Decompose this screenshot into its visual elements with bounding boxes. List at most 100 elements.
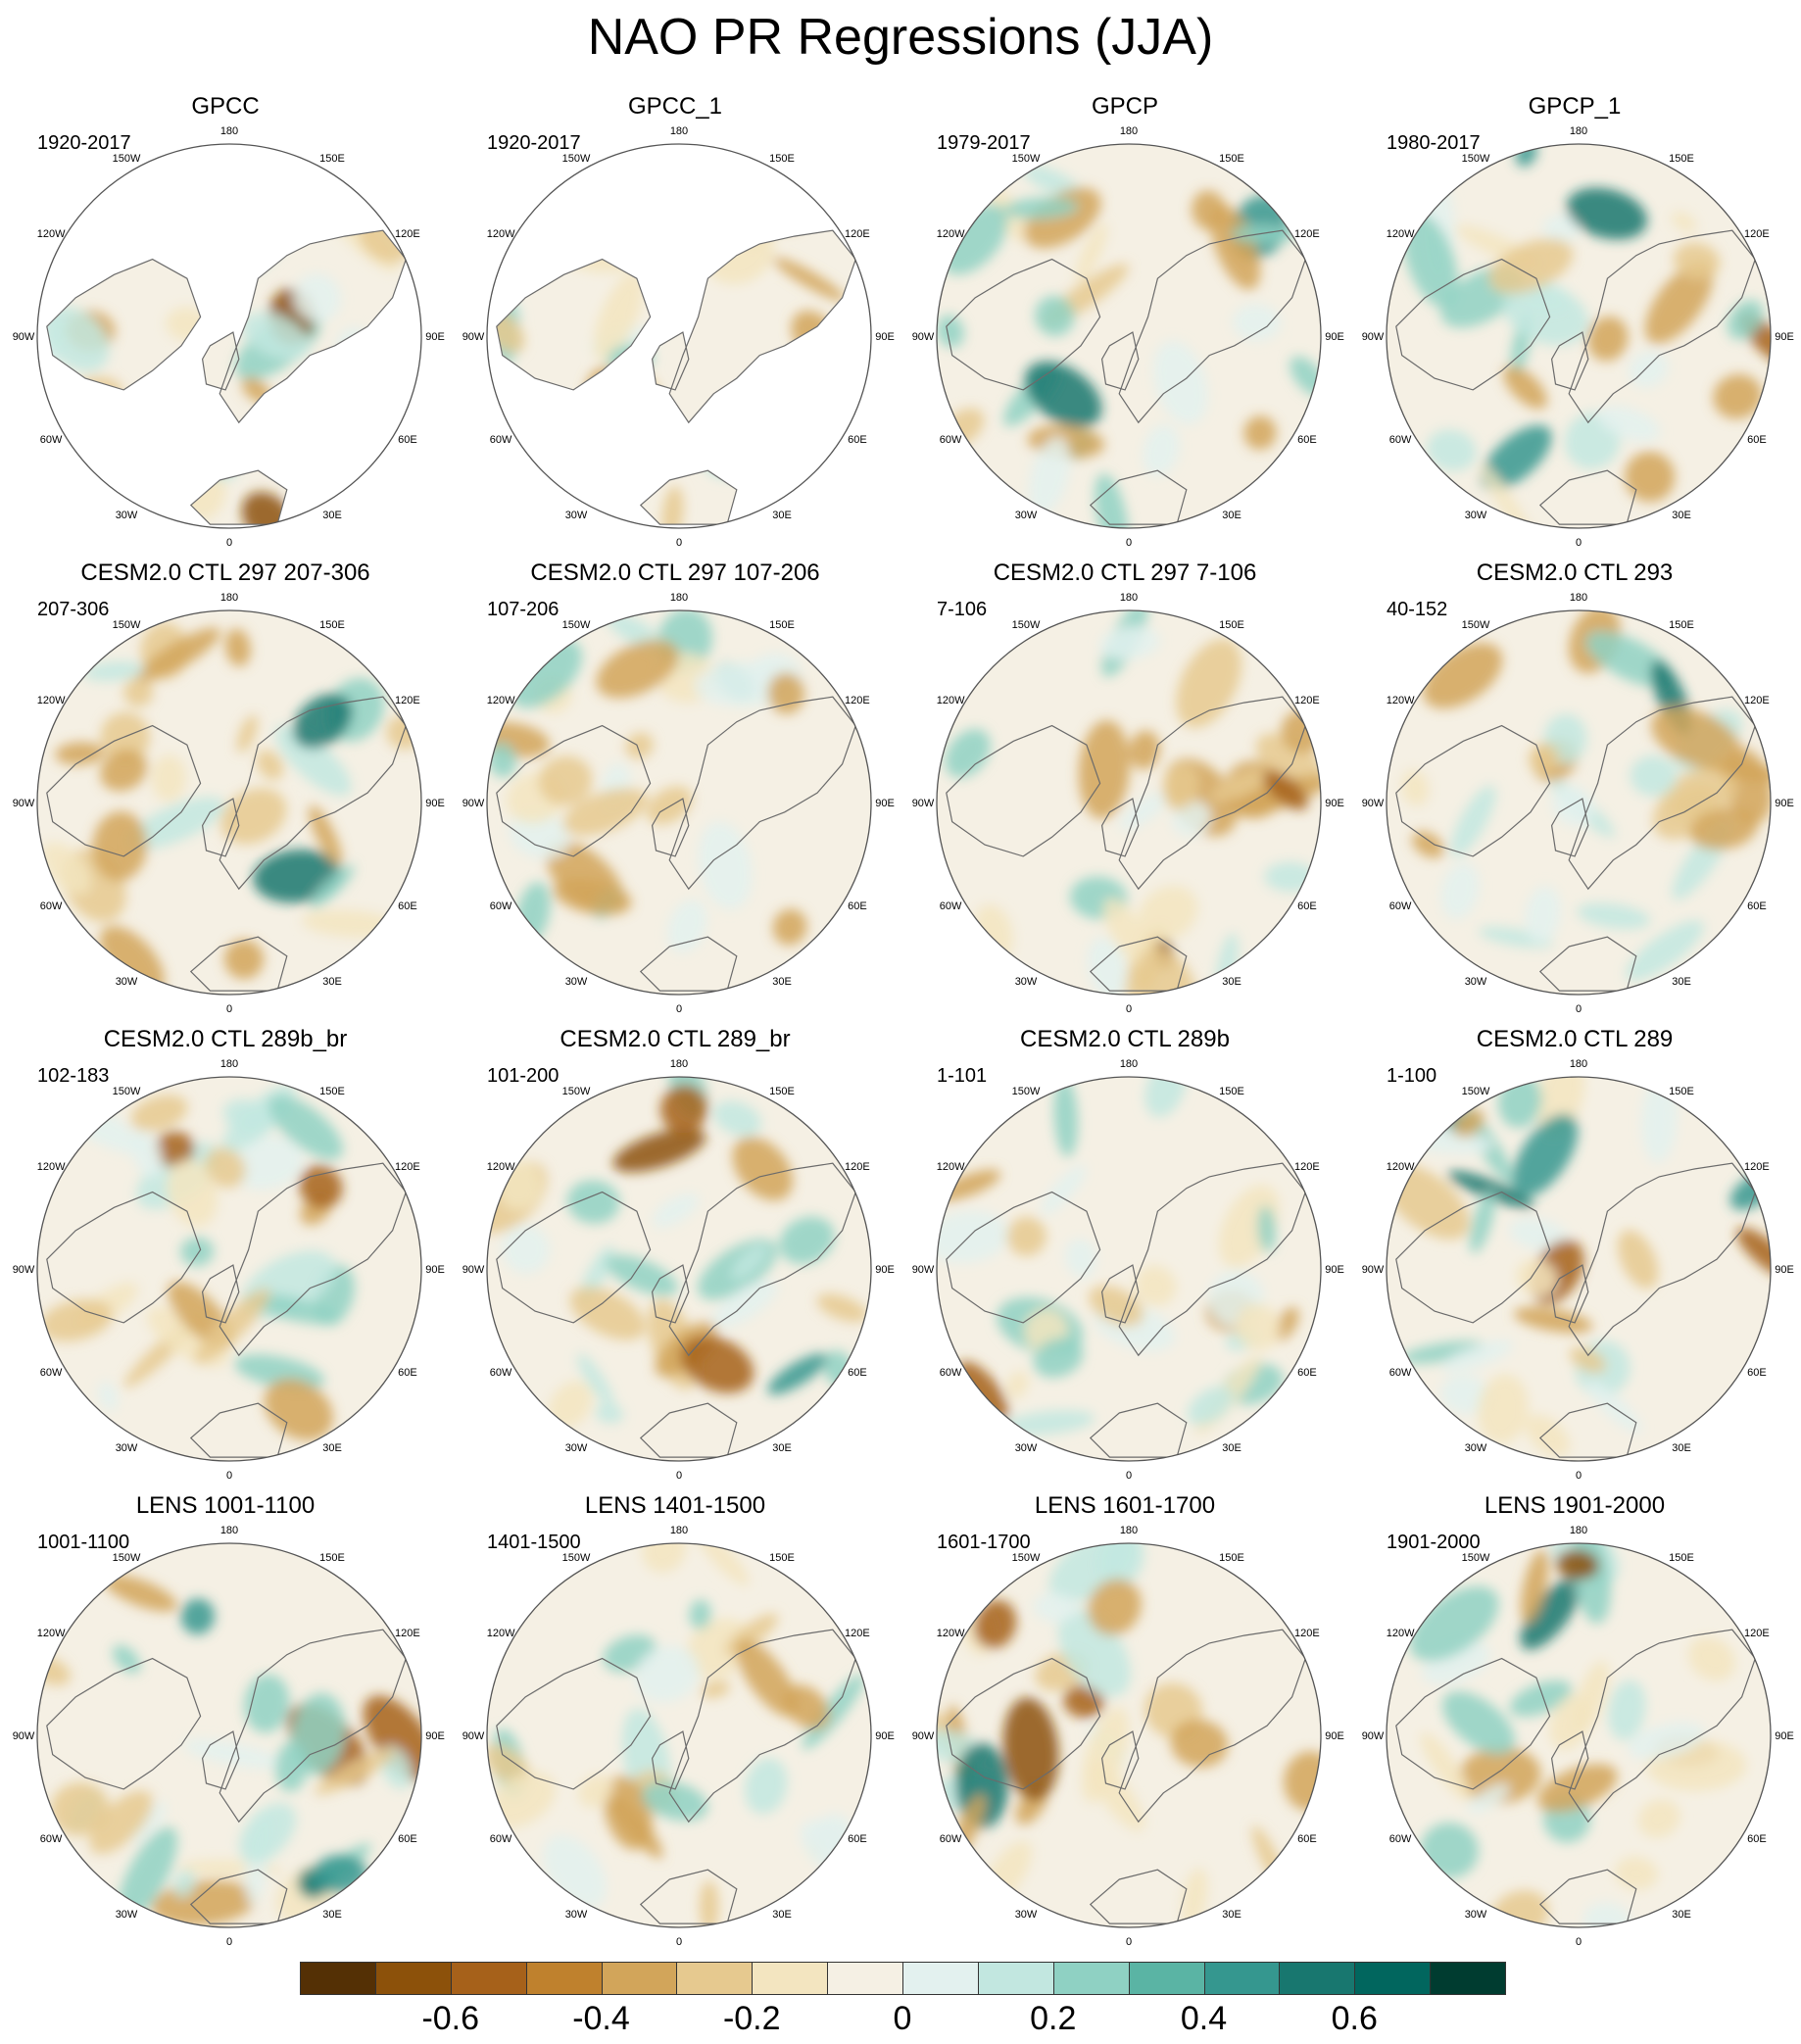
panel-period: 1901-2000: [1387, 1532, 1481, 1553]
longitude-label: 150E: [1219, 619, 1244, 631]
anomaly-blob: [129, 1802, 167, 1844]
anomaly-blob: [1653, 761, 1738, 840]
longitude-label: 120E: [1294, 695, 1320, 706]
longitude-label: 90W: [13, 798, 35, 809]
panel-title: CESM2.0 CTL 293: [1476, 560, 1674, 586]
anomaly-blob: [652, 1192, 699, 1228]
anomaly-blob: [731, 1244, 768, 1280]
anomaly-blob: [1176, 639, 1242, 728]
colorbar-tick-label: 0: [893, 2000, 912, 2037]
longitude-label: 60E: [398, 900, 417, 912]
longitude-label: 150W: [1012, 153, 1041, 165]
panel-period: 1980-2017: [1387, 132, 1481, 154]
map-panel: 180 150E 120E 90E 60E 30E 0 30W 60W 90W 120W 150W CE…: [1349, 559, 1800, 1023]
longitude-label: 180: [1570, 1058, 1587, 1070]
colorbar-box: [676, 1962, 754, 1995]
longitude-label: 30E: [1672, 1909, 1691, 1921]
longitude-label: 90E: [425, 798, 445, 809]
longitude-label: 60E: [1297, 434, 1317, 446]
anomaly-blob: [1088, 1579, 1142, 1635]
panel-title: LENS 1601-1700: [1034, 1492, 1216, 1519]
anomaly-blob: [1626, 920, 1704, 981]
anomaly-blob: [1411, 831, 1444, 858]
panel-period: 1-101: [937, 1065, 988, 1087]
anomaly-blob: [1006, 1216, 1047, 1256]
map-panel: 180 150E 120E 90E 60E 30E 0 30W 60W 90W 120W 150W GP…: [0, 92, 451, 557]
longitude-label: 120E: [1294, 1628, 1320, 1639]
anomaly-blob: [1509, 1679, 1573, 1717]
longitude-label: 180: [670, 125, 688, 137]
longitude-label: 150W: [562, 153, 591, 165]
anomaly-blob: [1555, 1549, 1599, 1580]
coastline: [1100, 1264, 1140, 1324]
anomaly-blob: [1192, 190, 1226, 231]
anomaly-blob: [945, 728, 991, 778]
longitude-label: 90W: [1362, 1264, 1385, 1276]
anomaly-blob: [98, 1381, 119, 1411]
panel-period: 1601-1700: [937, 1532, 1031, 1553]
longitude-label: 90E: [1775, 1730, 1794, 1742]
polar-map: 180 150E 120E 90E 60E 30E 0 30W 60W 90W 120W 150W: [462, 1058, 895, 1482]
longitude-label: 60E: [1747, 900, 1767, 912]
map-boundary: [1386, 1542, 1772, 1928]
longitude-label: 150E: [319, 1552, 345, 1564]
anomaly-blob: [299, 1165, 343, 1208]
longitude-label: 30W: [1015, 510, 1038, 521]
longitude-label: 120E: [845, 228, 870, 240]
figure-title: NAO PR Regressions (JJA): [587, 9, 1214, 66]
coastline: [1568, 1162, 1756, 1357]
longitude-label: 60W: [40, 1833, 63, 1845]
longitude-label: 30E: [772, 1909, 792, 1921]
anomaly-blob: [1627, 1722, 1705, 1760]
anomaly-blob: [1536, 1077, 1585, 1138]
longitude-label: 180: [1120, 125, 1138, 137]
longitude-label: 120E: [395, 228, 420, 240]
longitude-label: 120W: [487, 695, 515, 706]
longitude-label: 90W: [462, 798, 485, 809]
anomaly-blob: [1401, 770, 1430, 806]
longitude-label: 0: [226, 1470, 232, 1482]
longitude-label: 30W: [116, 1442, 138, 1454]
coastline: [1118, 1162, 1306, 1357]
map-boundary: [36, 1076, 422, 1462]
map-panel: 180 150E 120E 90E 60E 30E 0 30W 60W 90W 120W 150W LE…: [450, 1491, 900, 1956]
colorbar-tick-label: -0.6: [421, 2000, 480, 2037]
longitude-label: 30E: [1672, 1442, 1691, 1454]
anomaly-blob: [151, 754, 187, 802]
longitude-label: 60E: [1297, 1367, 1317, 1379]
longitude-label: 30E: [1222, 1909, 1241, 1921]
anomaly-blob: [1480, 463, 1538, 528]
anomaly-blob: [130, 1095, 188, 1132]
anomaly-blob: [1628, 351, 1669, 388]
longitude-label: 60W: [490, 1833, 512, 1845]
anomaly-blob: [1566, 187, 1647, 240]
longitude-label: 150E: [769, 1086, 795, 1097]
longitude-label: 30W: [1465, 1442, 1487, 1454]
colorbar-box: [827, 1962, 903, 1995]
anomaly-blob: [548, 1381, 593, 1429]
colorbar-box: [1052, 1962, 1130, 1995]
anomaly-blob: [1274, 1306, 1299, 1341]
anomaly-blob: [41, 842, 91, 895]
anomaly-blob: [1284, 1751, 1321, 1811]
longitude-label: 60E: [1297, 900, 1317, 912]
map-boundary: [486, 1542, 872, 1928]
coastline: [1118, 229, 1306, 424]
longitude-label: 90W: [13, 1730, 35, 1742]
longitude-label: 30W: [116, 976, 138, 988]
longitude-label: 120E: [395, 1161, 420, 1173]
map-boundary: [36, 1542, 422, 1928]
anomaly-blob: [204, 1147, 246, 1189]
panel-period: 1001-1100: [37, 1532, 130, 1553]
anomaly-blob: [1170, 1719, 1229, 1768]
coastline: [668, 696, 856, 891]
colorbar-box: [1128, 1962, 1205, 1995]
coastline: [496, 258, 652, 391]
longitude-label: 30W: [1465, 1909, 1487, 1921]
map-panel: 180 150E 120E 90E 60E 30E 0 30W 60W 90W 120W 150W LE…: [0, 1491, 451, 1956]
longitude-label: 150E: [1669, 619, 1694, 631]
colorbar: [300, 1962, 1506, 1995]
longitude-label: 120W: [1387, 228, 1415, 240]
panel-period: 40-152: [1387, 599, 1448, 620]
anomaly-blob: [642, 1543, 687, 1574]
